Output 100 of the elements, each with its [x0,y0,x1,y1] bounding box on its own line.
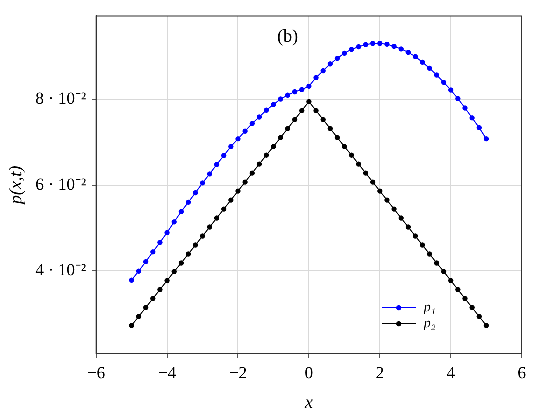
point [470,115,475,121]
point [164,278,170,284]
point [349,152,354,158]
point [292,89,298,95]
point [150,250,156,255]
x-tick-label: 6 [518,364,526,383]
point [271,144,276,150]
point [221,206,227,212]
point [441,269,447,274]
point [200,180,206,186]
point [476,125,482,131]
point [378,188,383,194]
point [200,234,206,239]
point [186,252,192,257]
point [299,108,305,114]
point [143,305,149,310]
point [448,88,454,93]
point [150,296,156,302]
point [242,128,248,134]
point [129,323,134,328]
point [285,92,290,98]
point [356,162,362,167]
point [328,126,334,132]
point [221,153,227,158]
point [334,135,340,140]
y-tick-label: 8 · 10⁻² [36,89,86,108]
point [236,188,241,194]
point [378,41,383,46]
point [193,190,198,196]
point [129,278,134,283]
point [250,170,256,176]
point [470,305,475,310]
point [342,144,348,150]
point [178,260,184,266]
point [320,68,326,74]
point [363,170,369,176]
point [412,54,418,60]
point [306,99,312,104]
point [434,72,440,78]
point [406,224,412,230]
point [412,234,418,239]
point [164,230,170,236]
point [356,44,362,50]
point [214,216,220,221]
point [314,75,319,80]
point [242,180,248,185]
point [264,108,270,113]
point [398,46,404,52]
y-axis-title: p(x,t) [6,166,26,206]
point [363,42,369,48]
x-tick-label: 0 [304,364,314,383]
x-tick-label: −4 [158,364,177,383]
point [136,314,142,320]
point [306,84,312,90]
point [136,268,142,274]
y-tick-label: 6 · 10⁻² [36,174,86,194]
point [271,102,276,108]
point [250,121,256,126]
point [193,242,198,248]
point [462,106,468,111]
point [434,260,440,266]
point [299,87,305,92]
point [328,62,334,67]
point [334,56,340,62]
point [441,80,447,86]
x-axis-title: x [304,392,314,412]
x-tick-label: −2 [229,364,248,383]
point [143,259,149,265]
x-tick-label: 4 [446,364,456,383]
point [456,287,461,292]
annotation: (b) [277,26,298,46]
point [462,296,468,302]
point [420,242,426,248]
legend-label: p₁ [423,300,436,316]
point [384,198,390,203]
point [484,136,490,142]
point [178,209,184,214]
point [207,224,212,230]
point [320,117,326,122]
point [314,108,319,114]
point [214,162,220,168]
point [370,180,376,185]
legend-label: p₂ [423,316,436,332]
point [406,50,412,56]
point [448,278,454,284]
point [342,50,348,56]
point [392,44,397,50]
point [384,42,390,48]
point [278,96,284,102]
x-tick-label: −6 [87,364,106,383]
point [420,60,426,66]
point [349,46,354,52]
point [370,41,376,46]
point [456,96,461,102]
point [172,269,177,274]
point [392,206,397,212]
point [186,200,192,206]
point [278,135,284,140]
point [228,198,234,203]
point [292,117,298,122]
